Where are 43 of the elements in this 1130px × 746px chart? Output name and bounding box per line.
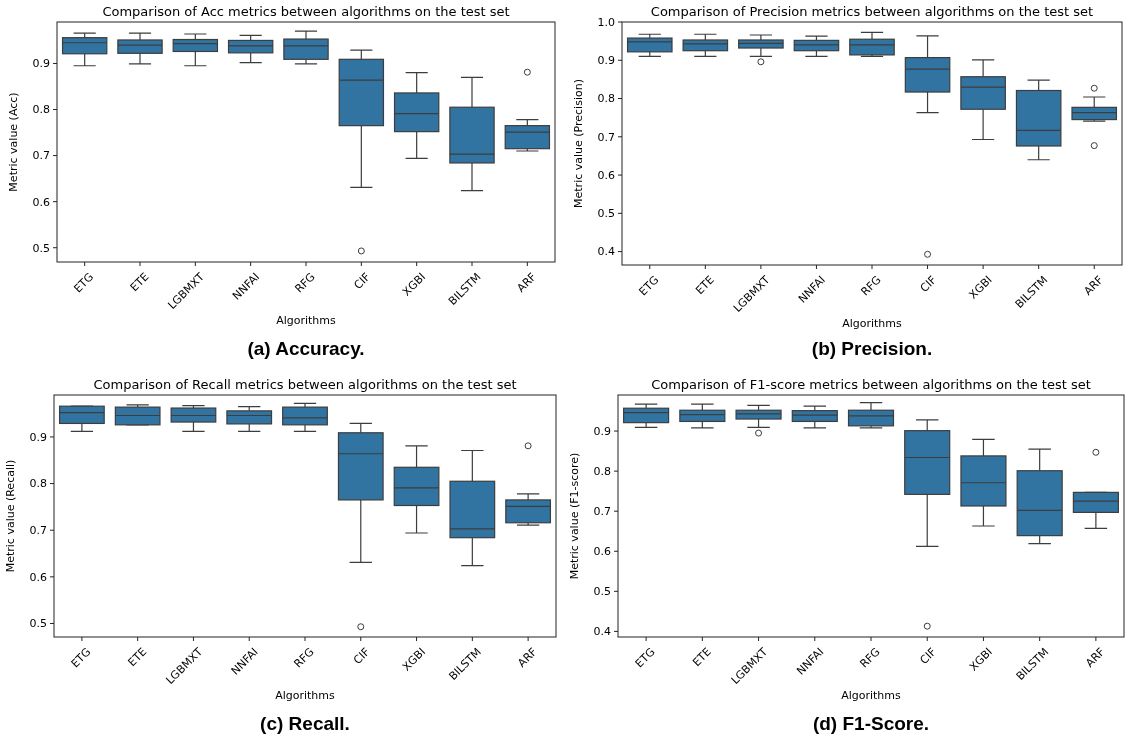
text: (d) F1-Score.	[812, 713, 930, 734]
y-tick-label: 0.7	[597, 130, 615, 144]
x-tick-label: CIF	[917, 273, 940, 295]
x-axis-title: Algorithms	[276, 314, 337, 327]
y-axis-title: Metric value (Recall)	[4, 459, 17, 573]
text: (b) Precision.	[811, 338, 933, 359]
y-tick-label: 0.7	[593, 505, 611, 519]
y-tick-label: 0.6	[597, 168, 615, 182]
y-tick-label: 0.5	[593, 585, 611, 599]
y-axis-title: Metric value (Acc)	[7, 92, 20, 192]
x-tick-label: CIF	[917, 645, 939, 667]
y-tick-label: 0.8	[597, 92, 615, 106]
text: (a) Accuracy.	[247, 338, 365, 359]
y-tick-label: 0.8	[593, 464, 611, 478]
y-tick-label: 0.5	[597, 207, 615, 221]
text: (c) Recall.	[260, 713, 350, 734]
y-axis-title: Metric value (F1-score)	[568, 452, 581, 580]
x-axis-title: Algorithms	[841, 689, 902, 702]
y-tick-label: 0.4	[597, 245, 615, 259]
y-tick-label: 0.7	[32, 149, 50, 163]
y-tick-label: 0.4	[593, 625, 611, 639]
y-tick-label: 0.9	[32, 57, 50, 71]
y-tick-label: 0.9	[597, 54, 615, 68]
y-tick-label: 0.6	[32, 195, 50, 209]
y-tick-label: 1.0	[597, 15, 615, 29]
chart-title: Comparison of Precision metrics between algorithms on the test set	[650, 4, 1094, 19]
x-axis-title: Algorithms	[842, 317, 903, 330]
x-tick-label: CIF	[350, 645, 373, 667]
y-tick-label: 0.5	[29, 617, 47, 631]
y-tick-label: 0.6	[29, 570, 47, 584]
x-axis-title: Algorithms	[275, 689, 336, 702]
y-tick-label: 0.8	[29, 477, 47, 491]
y-tick-label: 0.8	[32, 103, 50, 117]
chart-title: Comparison of F1-score metrics between algorithms on the test set	[651, 377, 1091, 392]
chart-title: Comparison of Acc metrics between algorithms on the test set	[102, 4, 510, 19]
y-tick-label: 0.6	[593, 545, 611, 559]
y-tick-label: 0.5	[32, 241, 50, 255]
y-axis-title: Metric value (Precision)	[572, 79, 585, 208]
y-tick-label: 0.9	[593, 424, 611, 438]
y-tick-label: 0.9	[29, 430, 47, 444]
y-tick-label: 0.7	[29, 524, 47, 538]
x-tick-label: CIF	[351, 270, 373, 292]
chart-title: Comparison of Recall metrics between algorithms on the test set	[93, 377, 517, 392]
